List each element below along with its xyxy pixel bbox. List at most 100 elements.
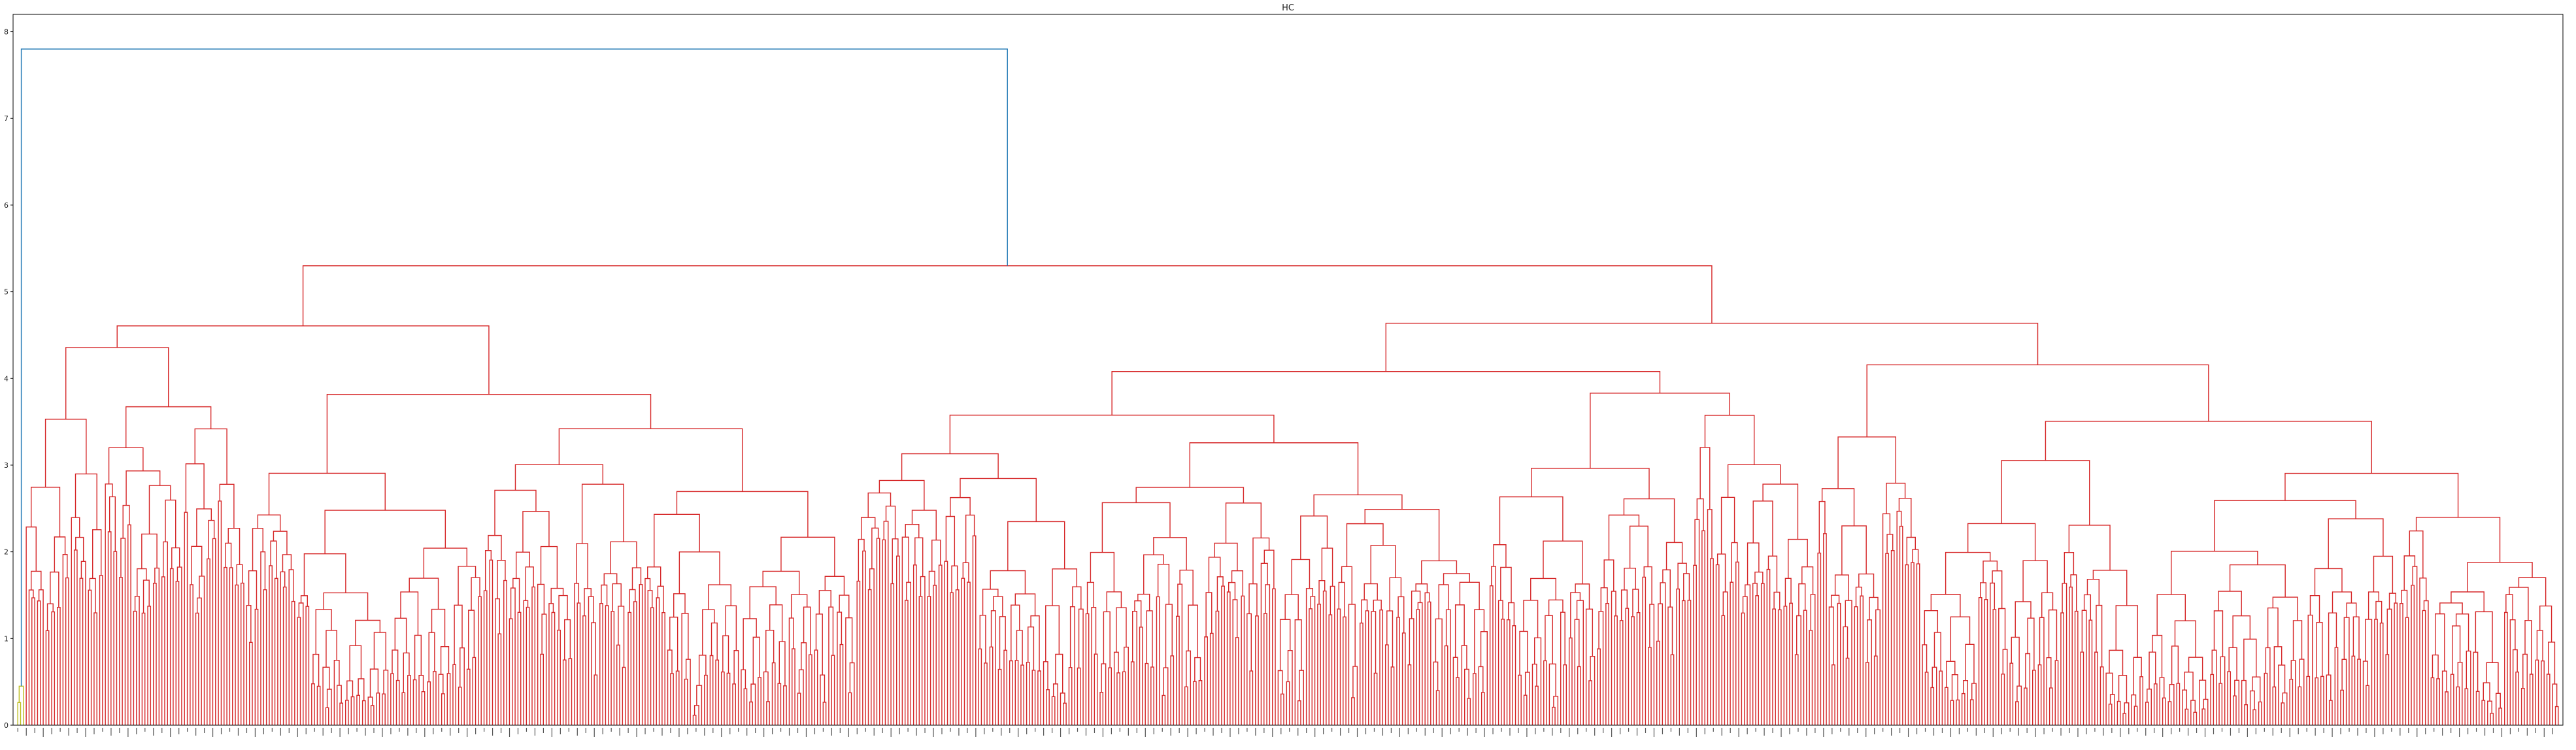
dendrogram-link (1321, 547, 1333, 587)
leaf-label-mark (1840, 728, 1841, 732)
dendrogram-link (2193, 711, 2198, 725)
dendrogram-link (56, 607, 61, 725)
dendrogram-link (1085, 613, 1090, 725)
dendrogram-link (2504, 611, 2508, 725)
dendrogram-link (1916, 563, 1920, 725)
leaf-label-mark (1526, 728, 1528, 737)
dendrogram-link (525, 566, 534, 601)
dendrogram-link (2133, 657, 2142, 695)
dendrogram-link (1124, 646, 1129, 725)
dendrogram-link (1512, 625, 1516, 725)
leaf-label-mark (373, 728, 375, 733)
leaf-label-mark (254, 728, 256, 737)
dendrogram-link (1524, 672, 1530, 725)
dendrogram-link (591, 622, 596, 725)
leaf-label-mark (1577, 728, 1579, 734)
dendrogram-link (2252, 676, 2261, 702)
dendrogram-link (741, 669, 746, 725)
dendrogram-link (720, 671, 725, 725)
dendrogram-link (1228, 581, 1236, 600)
leaf-label-mark (1128, 728, 1129, 736)
dendrogram-link (1598, 611, 1604, 725)
leaf-label-mark (102, 728, 103, 732)
dendrogram-link (2451, 591, 2484, 612)
dendrogram-link (392, 649, 399, 681)
dendrogram-link (1139, 627, 1143, 725)
leaf-label-mark (814, 728, 816, 734)
leaf-label-mark (93, 728, 95, 734)
dendrogram-link (2203, 698, 2209, 725)
dendrogram-link (901, 453, 999, 481)
dendrogram-link (1899, 525, 1903, 725)
leaf-label-mark (153, 728, 154, 736)
y-tick-label: 0 (4, 721, 8, 730)
dendrogram-link (967, 581, 971, 725)
leaf-label-mark (678, 728, 680, 737)
dendrogram-link (1235, 637, 1239, 725)
leaf-label-mark (127, 728, 129, 737)
leaf-label-mark (1992, 728, 1994, 737)
leaf-label-mark (1255, 728, 1256, 736)
dendrogram-link (1497, 600, 1503, 725)
leaf-label-mark (492, 728, 493, 736)
dendrogram-link (376, 693, 380, 725)
dendrogram-link (229, 567, 233, 725)
dendrogram-link (2062, 583, 2067, 725)
dendrogram-link (1011, 604, 1020, 661)
leaf-label-mark (1933, 728, 1935, 736)
dendrogram-link (2320, 676, 2324, 725)
dendrogram-link (1444, 645, 1448, 725)
leaf-label-mark (899, 728, 900, 734)
leaf-label-mark (2552, 728, 2553, 734)
dendrogram-link (300, 595, 309, 607)
dendrogram-link (2475, 691, 2480, 725)
dendrogram-link (31, 597, 35, 725)
dendrogram-link (1933, 632, 1941, 672)
dendrogram-link (241, 582, 244, 725)
leaf-label-mark (1306, 728, 1307, 733)
dendrogram-link (1885, 553, 1889, 725)
leaf-label-mark (1645, 728, 1647, 733)
dendrogram-link (1091, 607, 1097, 725)
leaf-label-mark (856, 728, 858, 734)
dendrogram-link (62, 554, 68, 725)
dendrogram-link (2159, 677, 2165, 725)
dendrogram-link (1231, 570, 1244, 596)
dendrogram-link (2490, 713, 2494, 725)
leaf-label-mark (543, 728, 544, 733)
dendrogram-link (2520, 688, 2525, 725)
leaf-label-mark (1043, 728, 1045, 736)
dendrogram-link (1214, 542, 1238, 571)
dendrogram-link (2282, 692, 2288, 725)
leaf-label-mark (119, 728, 120, 733)
dendrogram-link (1122, 671, 1126, 725)
dendrogram-link (37, 600, 41, 725)
dendrogram-link (752, 636, 760, 685)
dendrogram-link (1407, 664, 1412, 725)
leaf-label-mark (1772, 728, 1773, 733)
leaf-label-mark (2230, 728, 2232, 736)
dendrogram-link (483, 590, 488, 725)
dendrogram-link (1809, 630, 1813, 725)
dendrogram-link (312, 653, 320, 687)
dendrogram-link (46, 603, 54, 631)
dendrogram-link (1817, 552, 1822, 725)
dendrogram-link (127, 524, 131, 725)
dendrogram-link (1478, 666, 1484, 725)
dendrogram-link (564, 619, 571, 660)
dendrogram-link (1545, 615, 1553, 664)
dendrogram-link (212, 538, 216, 725)
leaf-label-mark (670, 728, 671, 733)
leaf-label-mark (755, 728, 756, 733)
leaf-label-mark (331, 728, 332, 733)
leaf-label-mark (1941, 728, 1943, 733)
leaf-label-mark (246, 728, 248, 733)
leaf-label-mark (1891, 728, 1892, 736)
dendrogram-link (2281, 702, 2285, 725)
dendrogram-link (1031, 670, 1036, 725)
leaf-label-mark (2425, 728, 2426, 734)
dendrogram-link (2015, 601, 2032, 638)
leaf-label-mark (1950, 728, 1952, 737)
dendrogram-link (1026, 661, 1030, 725)
dendrogram-link (20, 48, 1008, 687)
